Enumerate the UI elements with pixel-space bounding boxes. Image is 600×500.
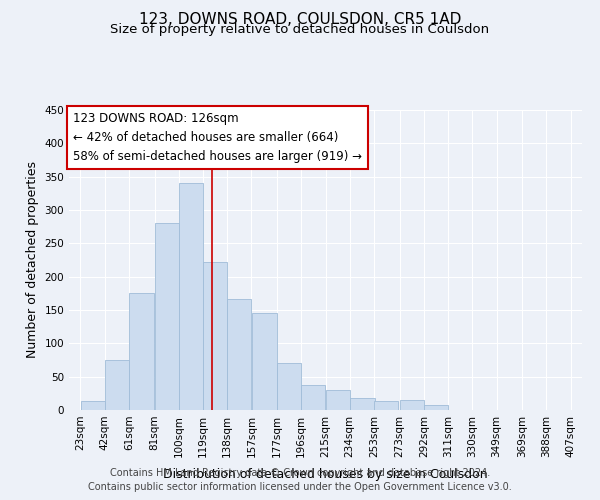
Text: Contains HM Land Registry data © Crown copyright and database right 2024.
Contai: Contains HM Land Registry data © Crown c… [88,468,512,492]
Bar [179,184,203,410]
Bar [326,390,350,410]
Text: 123 DOWNS ROAD: 126sqm
← 42% of detached houses are smaller (664)
58% of semi-de: 123 DOWNS ROAD: 126sqm ← 42% of detached… [73,112,362,163]
Bar [227,298,251,410]
Bar [203,262,227,410]
Bar [277,364,301,410]
Text: Size of property relative to detached houses in Coulsdon: Size of property relative to detached ho… [110,22,490,36]
Bar [80,402,104,410]
Bar [155,224,179,410]
Bar [129,294,154,410]
X-axis label: Distribution of detached houses by size in Coulsdon: Distribution of detached houses by size … [163,468,488,481]
Bar [424,406,448,410]
Bar [301,384,325,410]
Bar [350,398,375,410]
Bar [105,360,129,410]
Bar [374,400,398,410]
Y-axis label: Number of detached properties: Number of detached properties [26,162,39,358]
Bar [400,400,424,410]
Bar [251,314,277,410]
Text: 123, DOWNS ROAD, COULSDON, CR5 1AD: 123, DOWNS ROAD, COULSDON, CR5 1AD [139,12,461,28]
